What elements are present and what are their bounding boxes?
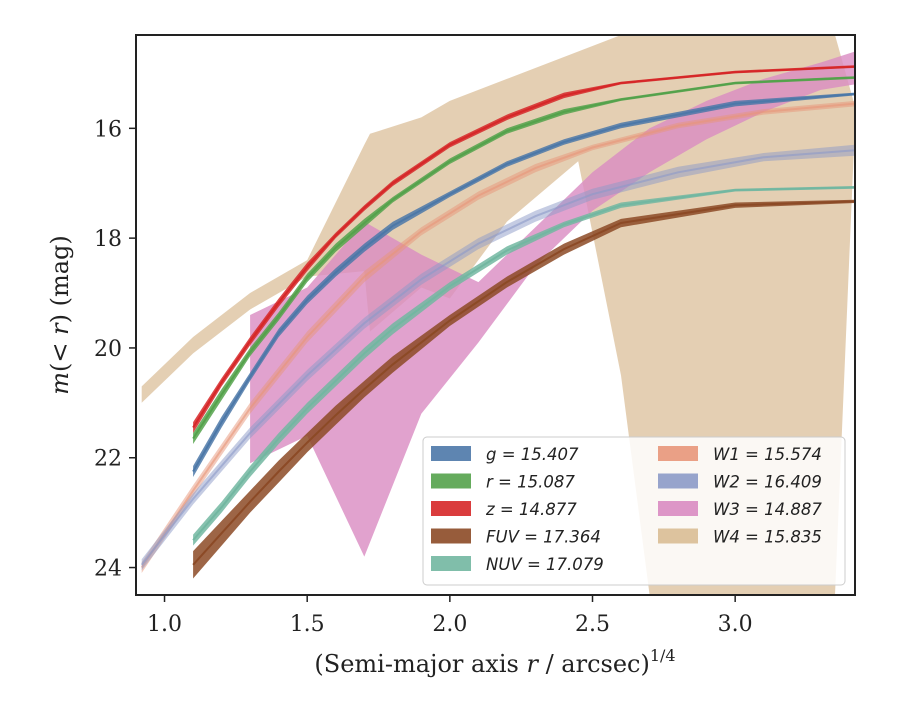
legend-label: W2 = 16.409 — [713, 473, 822, 492]
legend-label: z = 14.877 — [485, 500, 577, 519]
legend-item-nuv: NUV = 17.079 — [431, 555, 604, 574]
series-line-z — [192, 65, 855, 429]
series-g — [192, 92, 855, 477]
legend-item-z: z = 14.877 — [431, 500, 577, 519]
legend-item-w3: W3 = 14.887 — [658, 500, 822, 519]
series-band-g — [193, 92, 855, 477]
series-line-nuv — [192, 186, 855, 541]
series-w1 — [140, 100, 855, 574]
legend: g = 15.407 r = 15.087 z = 14.877 FUV = 17.3… — [422, 436, 846, 586]
x-tick-label: 1.5 — [290, 612, 325, 637]
legend-label: W1 = 15.574 — [713, 445, 822, 464]
legend-label: r = 15.087 — [486, 473, 575, 492]
legend-frame — [422, 436, 846, 586]
x-tick-label: 2.5 — [575, 612, 610, 637]
y-tick-label: 20 — [94, 337, 122, 362]
x-tick-label: 3.0 — [718, 612, 753, 637]
legend-swatch — [658, 473, 698, 489]
series-w3 — [250, 51, 855, 557]
series-fuv — [192, 199, 855, 579]
legend-swatch — [658, 501, 698, 516]
series-z — [192, 65, 855, 433]
series-band-r — [193, 76, 855, 444]
plot-frame — [135, 34, 856, 596]
series-line-r — [192, 76, 855, 440]
legend-label: FUV = 17.364 — [486, 528, 601, 547]
series-line-fuv — [192, 200, 855, 566]
series-r — [192, 76, 855, 444]
legend-label: W3 = 14.887 — [713, 500, 822, 519]
series-band-fuv — [193, 199, 855, 579]
y-tick-label: 16 — [94, 117, 122, 142]
legend-item-g: g = 15.407 — [431, 445, 579, 464]
series-w2 — [140, 144, 855, 571]
legend-label: g = 15.407 — [486, 445, 579, 464]
x-axis-label: (Semi-major axis r / arcsec)1/4 — [314, 646, 675, 678]
series-line-g — [192, 93, 855, 472]
x-tick-label: 2.0 — [432, 612, 467, 637]
legend-item-w2: W2 = 16.409 — [658, 473, 822, 492]
legend-swatch — [431, 528, 471, 544]
legend-swatch — [658, 528, 698, 544]
x-tick-label: 1.0 — [147, 612, 182, 637]
y-tick-label: 22 — [94, 447, 122, 472]
y-axis-label: m(< r) (mag) — [46, 235, 74, 395]
y-tick-label: 24 — [94, 557, 122, 582]
legend-swatch — [431, 556, 471, 571]
legend-swatch — [431, 473, 471, 489]
legend-swatch — [431, 501, 471, 516]
legend-item-fuv: FUV = 17.364 — [431, 528, 601, 547]
legend-swatch — [658, 446, 698, 461]
series-band-z — [193, 65, 855, 433]
legend-item-r: r = 15.087 — [431, 473, 575, 492]
legend-label: W4 = 15.835 — [713, 528, 822, 547]
legend-item-w4: W4 = 15.835 — [658, 528, 822, 547]
series-line-w2 — [140, 149, 855, 566]
series-nuv — [192, 186, 855, 546]
series-band-w3 — [250, 51, 855, 557]
series-band-w2 — [141, 144, 855, 571]
ticks-layer: 1.0 1.5 2.0 2.5 3.0 16 18 20 22 24 — [94, 117, 753, 637]
legend-swatch — [431, 446, 471, 461]
legend-label: NUV = 17.079 — [486, 555, 604, 574]
series-line-w1 — [140, 102, 855, 569]
y-tick-label: 18 — [94, 227, 122, 252]
legend-item-w1: W1 = 15.574 — [658, 445, 822, 464]
